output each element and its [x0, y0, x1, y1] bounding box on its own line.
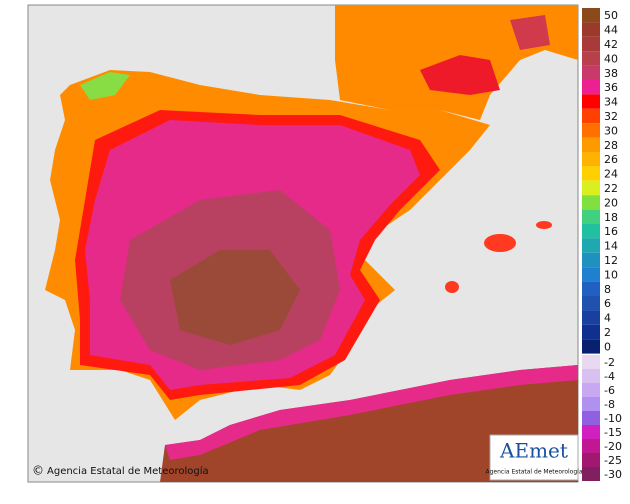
- legend-swatch: [582, 224, 600, 239]
- legend-swatch: [582, 397, 600, 411]
- legend-label: -6: [604, 384, 615, 397]
- legend-swatch: [582, 425, 600, 439]
- legend-swatch: [582, 195, 600, 210]
- legend-label: -4: [604, 370, 615, 383]
- legend-swatch: [582, 267, 600, 282]
- legend-label: -20: [604, 440, 622, 453]
- legend-label: 28: [604, 139, 618, 152]
- legend-swatch: [582, 152, 600, 167]
- legend-label: 2: [604, 326, 611, 339]
- legend-label: 34: [604, 96, 618, 109]
- legend-label: 40: [604, 52, 618, 65]
- legend-swatch: [582, 108, 600, 124]
- legend-swatch: [582, 369, 600, 383]
- legend-swatch: [582, 80, 600, 95]
- legend-swatch: [582, 411, 600, 425]
- legend-label: 22: [604, 182, 618, 195]
- legend-swatch: [582, 51, 600, 66]
- legend-swatch: [582, 94, 600, 109]
- legend-swatch: [582, 296, 600, 311]
- credit-symbol: ©: [32, 464, 44, 478]
- legend-label: 24: [604, 168, 618, 181]
- legend-swatch: [582, 439, 600, 453]
- legend-label: 36: [604, 81, 618, 94]
- france-warm: [510, 15, 550, 50]
- legend-swatch: [582, 339, 600, 354]
- legend-label: 44: [604, 24, 618, 37]
- legend-swatch: [582, 324, 600, 340]
- legend-swatch: [582, 166, 600, 181]
- legend-label: 18: [604, 211, 618, 224]
- legend-swatch: [582, 238, 600, 253]
- legend-label: 10: [604, 268, 618, 281]
- legend-label: -15: [604, 426, 622, 439]
- legend-label: -2: [604, 356, 615, 369]
- iberia-extreme: [170, 250, 300, 345]
- legend-label: 38: [604, 67, 618, 80]
- legend-swatch: [582, 22, 600, 37]
- legend-swatch: [582, 137, 600, 152]
- legend-swatch: [582, 252, 600, 268]
- africa-coast: [165, 365, 578, 460]
- iberia-green: [80, 72, 130, 100]
- legend-label: 16: [604, 225, 618, 238]
- legend-swatch: [582, 281, 600, 296]
- legend-label: 26: [604, 153, 618, 166]
- legend-label: 8: [604, 283, 611, 296]
- legend-label: 0: [604, 340, 611, 353]
- africa: [160, 365, 578, 482]
- legend: 5044424038363432302826242220181614121086…: [582, 8, 622, 481]
- legend-label: -8: [604, 398, 615, 411]
- legend-label: 4: [604, 312, 611, 325]
- legend-swatch: [582, 180, 600, 196]
- legend-label: -10: [604, 412, 622, 425]
- legend-label: -25: [604, 454, 622, 467]
- legend-label: 12: [604, 254, 618, 267]
- legend-label: 20: [604, 196, 618, 209]
- legend-label: -30: [604, 468, 622, 481]
- menorca: [536, 221, 552, 229]
- legend-label: 42: [604, 38, 618, 51]
- legend-swatch: [582, 310, 600, 325]
- legend-swatch: [582, 65, 600, 80]
- logo-box: [489, 434, 579, 481]
- legend-swatch: [582, 209, 600, 224]
- legend-label: 14: [604, 240, 618, 253]
- legend-swatch: [582, 355, 600, 369]
- legend-label: 30: [604, 124, 618, 137]
- france-hot: [420, 55, 500, 95]
- legend-label: 32: [604, 110, 618, 123]
- legend-swatch: [582, 123, 600, 138]
- legend-swatch: [582, 8, 600, 23]
- legend-label: 6: [604, 297, 611, 310]
- legend-swatch: [582, 383, 600, 397]
- ibiza: [445, 281, 459, 293]
- credit: Agencia Estatal de Meteorología: [47, 465, 209, 477]
- logo-title: AEmet: [499, 439, 568, 463]
- logo-subtitle: Agencia Estatal de Meteorología: [486, 469, 583, 476]
- legend-label: 50: [604, 9, 618, 22]
- legend-swatch: [582, 467, 600, 481]
- legend-swatch: [582, 36, 600, 52]
- legend-swatch: [582, 453, 600, 467]
- mallorca: [484, 234, 516, 252]
